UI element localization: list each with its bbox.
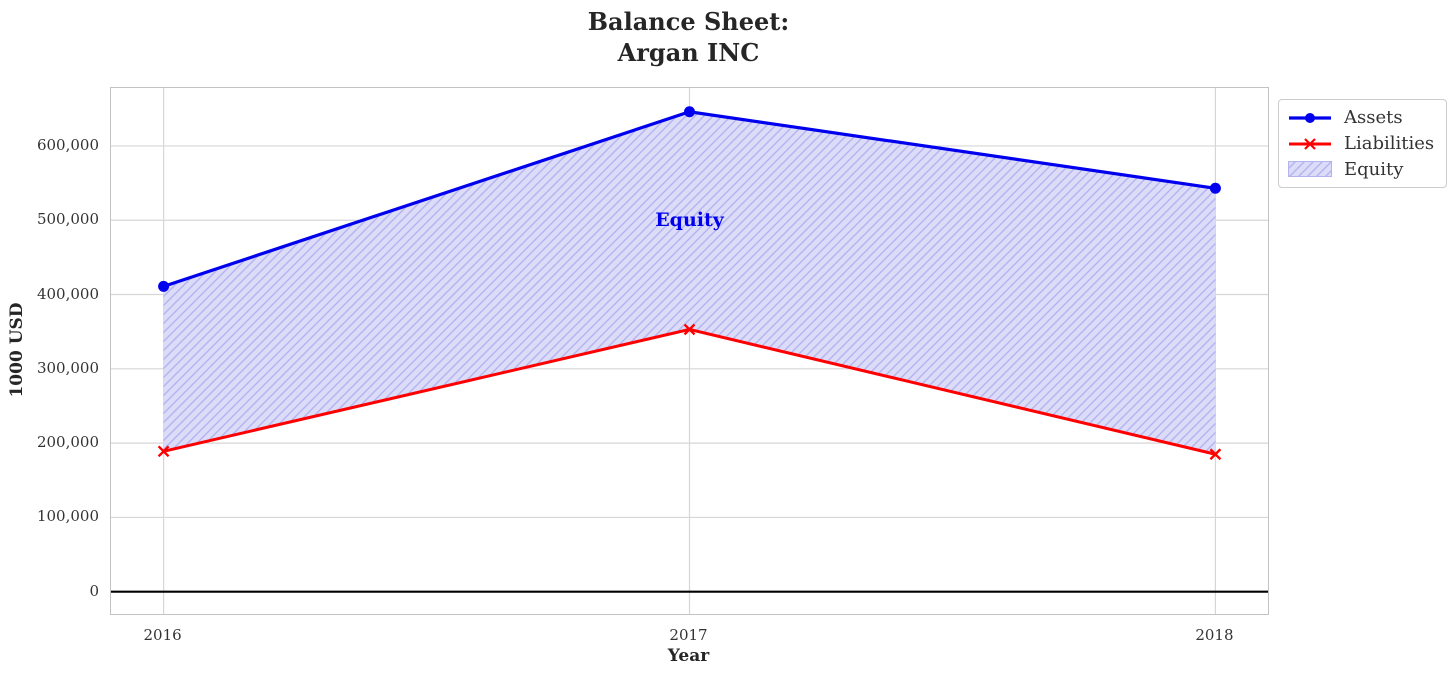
legend-label: Liabilities bbox=[1344, 133, 1435, 154]
y-tick-label: 0 bbox=[89, 581, 99, 600]
legend-label: Equity bbox=[1344, 158, 1404, 180]
liabilities-marker bbox=[683, 323, 696, 336]
y-axis-label: 1000 USD bbox=[7, 302, 27, 398]
legend-item-assets: Assets bbox=[1288, 105, 1437, 131]
liabilities-marker bbox=[157, 445, 170, 458]
y-tick-label: 300,000 bbox=[36, 358, 99, 377]
equity-legend-swatch-icon bbox=[1288, 161, 1332, 178]
x-tick-label: 2018 bbox=[1195, 626, 1234, 644]
legend-item-equity: Equity bbox=[1288, 156, 1437, 182]
x-axis-label: Year bbox=[667, 646, 710, 666]
x-tick-label: 2016 bbox=[143, 626, 182, 644]
legend-label: Assets bbox=[1344, 107, 1403, 129]
legend-item-liabilities: Liabilities bbox=[1288, 131, 1437, 157]
assets-marker bbox=[158, 280, 170, 292]
y-tick-label: 200,000 bbox=[36, 433, 99, 452]
chart-title: Balance Sheet: Argan INC bbox=[587, 7, 790, 67]
assets-legend-swatch-icon bbox=[1289, 112, 1331, 123]
equity-area-annotation: Equity bbox=[655, 209, 724, 232]
legend: Assets Liabilities Equity bbox=[1278, 99, 1447, 188]
liabilities-legend-swatch-icon bbox=[1289, 137, 1331, 150]
legend-x-marker-icon bbox=[1304, 137, 1316, 150]
legend-circle-marker-icon bbox=[1305, 112, 1315, 123]
plot-area: Equity bbox=[110, 87, 1269, 615]
liabilities-marker bbox=[1209, 448, 1222, 461]
x-tick-label: 2017 bbox=[669, 626, 708, 644]
plot-canvas bbox=[111, 88, 1268, 614]
assets-marker bbox=[684, 106, 695, 118]
assets-marker bbox=[1209, 182, 1221, 194]
legend-hatch-patch-icon bbox=[1288, 161, 1332, 178]
y-tick-label: 400,000 bbox=[36, 284, 99, 303]
y-tick-label: 500,000 bbox=[36, 210, 99, 229]
equity-fill-area bbox=[163, 111, 1216, 455]
y-tick-label: 600,000 bbox=[36, 135, 99, 154]
y-tick-label: 100,000 bbox=[36, 507, 99, 526]
